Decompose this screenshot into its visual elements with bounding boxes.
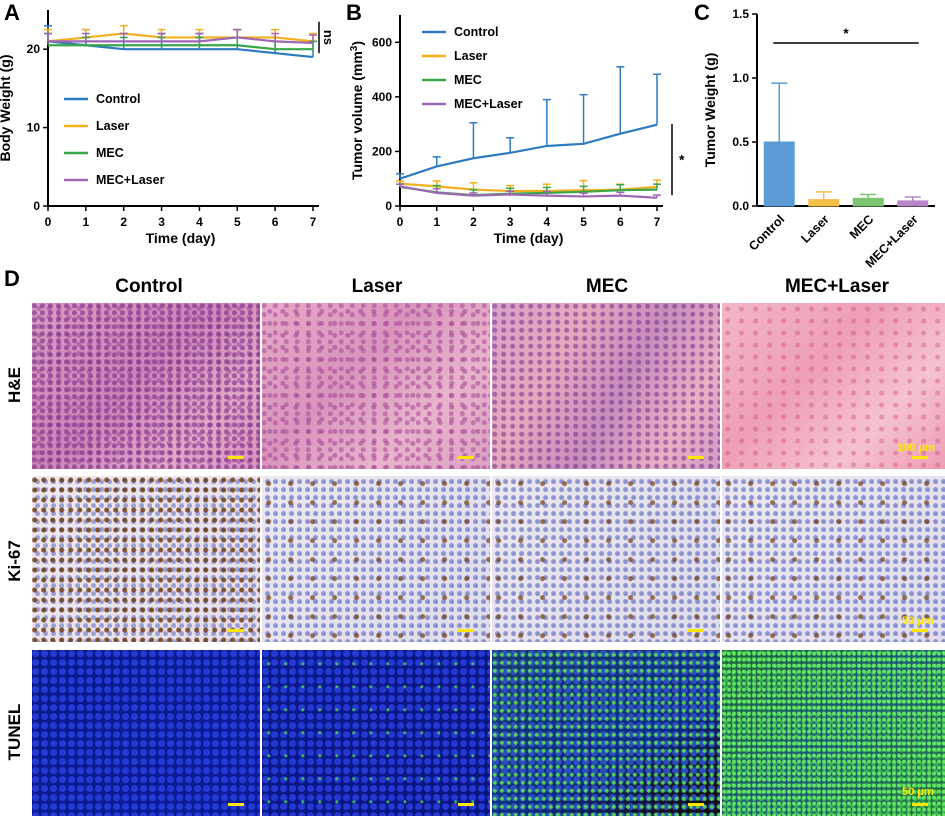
body-weight-chart: 0 1 2 3 4 5 6 7 0 10 20 Time (day) Body Weight (g) Co… xyxy=(0,10,336,246)
x-tick-label: 0 xyxy=(397,215,404,229)
legend-label-mec-laser: MEC+Laser xyxy=(96,173,165,187)
column-header-control: Control xyxy=(115,276,183,297)
y-tick-label: 0 xyxy=(33,199,40,213)
x-tick-label: 6 xyxy=(272,215,279,229)
bar-mec-laser xyxy=(897,200,929,207)
ki67-image-mec xyxy=(492,476,720,642)
y-tick-label: 400 xyxy=(372,90,392,104)
tunel-image-control xyxy=(32,650,260,816)
y-tick-label: 600 xyxy=(372,35,392,49)
legend-label-laser: Laser xyxy=(96,119,129,133)
ki67-image-control xyxy=(32,476,260,642)
y-axis-label-superscript: 3 xyxy=(349,45,360,51)
panel-letter-c: C xyxy=(694,0,710,25)
tunel-image-mec xyxy=(492,650,720,816)
series-line-mec-laser xyxy=(48,36,314,45)
x-tick-label: 7 xyxy=(654,215,661,229)
y-axis-label: Tumor volume (mm3) xyxy=(349,41,366,180)
legend-label-control: Control xyxy=(454,25,498,39)
y-tick-label: 1.0 xyxy=(732,71,749,85)
y-axis-label: Body Weight (g) xyxy=(0,54,13,161)
column-header-mec-laser: MEC+Laser xyxy=(784,276,890,297)
legend-label-laser: Laser xyxy=(454,49,487,63)
ki67-image-mec-laser: 50 μm xyxy=(722,476,945,642)
y-tick-label: 20 xyxy=(27,42,41,56)
he-image-mec xyxy=(492,303,720,469)
series-line-mec xyxy=(48,44,313,51)
x-tick-label: 6 xyxy=(617,215,624,229)
row-header-he: H&E xyxy=(5,367,24,403)
bar-control xyxy=(763,141,795,207)
legend-label-mec: MEC xyxy=(96,146,124,160)
x-tick-label: 4 xyxy=(544,215,551,229)
y-tick-label: 0.5 xyxy=(732,135,749,149)
y-tick-label: 0 xyxy=(385,199,392,213)
column-header-mec: MEC xyxy=(585,276,629,297)
x-tick-label: 5 xyxy=(234,215,241,229)
x-tick-label: 2 xyxy=(120,215,127,229)
bar-mec xyxy=(852,197,884,207)
legend-label-control: Control xyxy=(96,92,140,106)
scale-label-ki67: 50 μm xyxy=(902,615,934,627)
x-tick-label: 2 xyxy=(470,215,477,229)
tumor-weight-chart: 0.0 0.5 1.0 1.5 Tumor Weight (g) Control Laser… xyxy=(702,7,935,270)
series-line-laser xyxy=(47,32,314,43)
he-image-laser xyxy=(262,303,490,469)
x-tick-label-mec: MEC xyxy=(847,212,877,242)
x-tick-label: 5 xyxy=(580,215,587,229)
he-image-mec-laser: 100 μm xyxy=(722,303,945,469)
scale-label-he: 100 μm xyxy=(897,442,935,454)
series-line-mec-laser xyxy=(399,185,658,199)
panel-letter-d: D xyxy=(4,266,20,291)
significance-label: ns xyxy=(321,30,336,45)
x-axis-label: Time (day) xyxy=(494,230,564,246)
ki67-image-laser xyxy=(262,476,490,642)
legend-label-mec-laser: MEC+Laser xyxy=(454,97,523,111)
y-tick-label: 0.0 xyxy=(732,199,749,213)
significance-label: * xyxy=(843,25,849,41)
series-line-control xyxy=(399,123,658,180)
x-tick-label: 0 xyxy=(45,215,52,229)
tunel-image-mec-laser: 50 μm xyxy=(722,650,945,816)
panel-letter-a: A xyxy=(4,0,20,25)
y-tick-label: 1.5 xyxy=(732,7,749,21)
x-tick-label: 1 xyxy=(83,215,90,229)
x-tick-label: 1 xyxy=(433,215,440,229)
x-tick-label: 3 xyxy=(507,215,514,229)
significance-label: * xyxy=(679,152,685,168)
tunel-image-laser xyxy=(262,650,490,816)
x-tick-label-control: Control xyxy=(746,212,787,253)
y-axis-label: Tumor Weight (g) xyxy=(702,53,718,168)
column-header-laser: Laser xyxy=(351,276,403,297)
x-axis-label: Time (day) xyxy=(146,230,216,246)
panel-letter-b: B xyxy=(346,0,362,25)
x-tick-label-laser: Laser xyxy=(798,212,832,246)
he-image-control xyxy=(32,303,260,469)
x-tick-label: 3 xyxy=(158,215,165,229)
x-tick-label: 4 xyxy=(196,215,203,229)
row-header-tunel: TUNEL xyxy=(5,703,24,761)
y-tick-label: 200 xyxy=(372,144,392,158)
legend-label-mec: MEC xyxy=(454,73,482,87)
y-tick-label: 10 xyxy=(27,121,41,135)
row-header-ki67: Ki-67 xyxy=(5,540,24,582)
x-tick-label: 7 xyxy=(310,215,317,229)
scale-label-tunel: 50 μm xyxy=(902,786,934,798)
tumor-volume-chart: 0 1 2 3 4 5 6 7 0 200 400 600 Time (day) Tumor volume… xyxy=(349,15,685,246)
y-axis-label-tail: ) xyxy=(349,41,365,46)
bar-laser xyxy=(808,199,840,207)
